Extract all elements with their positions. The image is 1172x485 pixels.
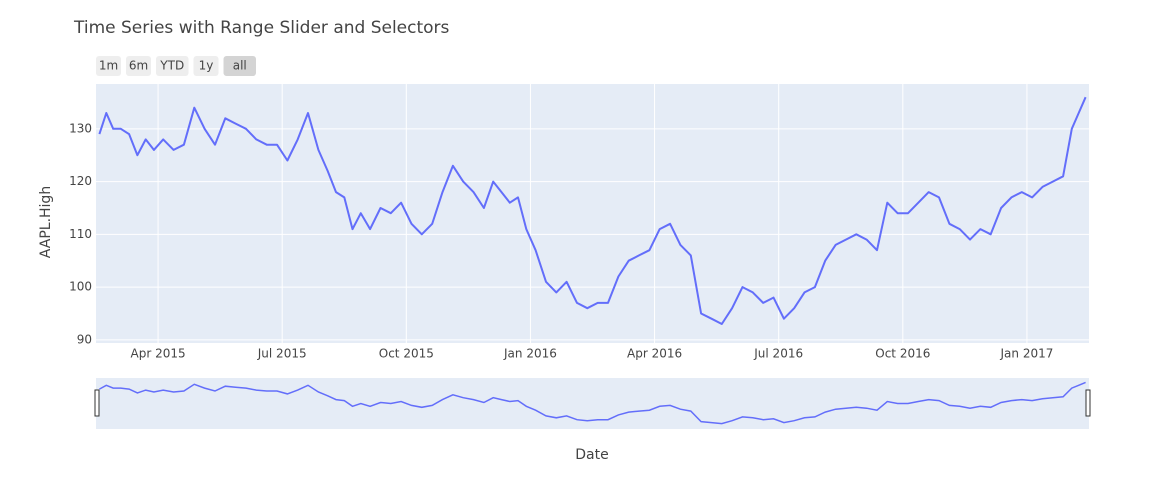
button-label[interactable]: 1y <box>199 59 214 73</box>
x-tick-label: Oct 2015 <box>379 347 434 361</box>
button-background <box>193 56 219 76</box>
range-button[interactable]: 6m <box>126 56 151 76</box>
range-button[interactable]: all <box>223 56 257 76</box>
y-tick-label: 90 <box>77 332 92 346</box>
y-tick-label: 130 <box>69 121 92 135</box>
y-tick-label: 110 <box>69 227 92 241</box>
button-background <box>126 56 151 76</box>
range-button[interactable]: 1y <box>193 56 219 76</box>
y-tick-label: 100 <box>69 280 92 294</box>
button-label[interactable]: YTD <box>159 59 184 73</box>
button-label[interactable]: 6m <box>129 59 148 73</box>
y-tick-label: 120 <box>69 174 92 188</box>
x-tick-label: Jul 2016 <box>753 347 803 361</box>
button-label[interactable]: all <box>233 59 247 73</box>
range-slider[interactable] <box>96 378 1089 429</box>
x-tick-label: Apr 2016 <box>627 347 682 361</box>
range-handle[interactable] <box>94 389 100 417</box>
x-tick-label: Jan 2017 <box>1000 347 1054 361</box>
button-background <box>223 56 256 76</box>
x-tick-label: Jan 2016 <box>503 347 557 361</box>
button-background <box>96 56 121 76</box>
x-axis-title: Date <box>575 447 608 463</box>
x-tick-label: Oct 2016 <box>875 347 930 361</box>
x-tick-label: Apr 2015 <box>131 347 186 361</box>
x-tick-label: Jul 2015 <box>257 347 307 361</box>
button-label[interactable]: 1m <box>99 59 118 73</box>
line-series <box>98 96 1087 325</box>
chart-title: Time Series with Range Slider and Select… <box>73 18 450 38</box>
range-button[interactable]: YTD <box>156 56 189 76</box>
range-handle[interactable] <box>1085 389 1091 417</box>
range-button[interactable]: 1m <box>96 56 121 76</box>
button-background <box>156 56 189 76</box>
y-axis-title: AAPL.High <box>38 186 54 258</box>
range-slider-line <box>99 381 1086 425</box>
plot-area <box>96 84 1089 343</box>
